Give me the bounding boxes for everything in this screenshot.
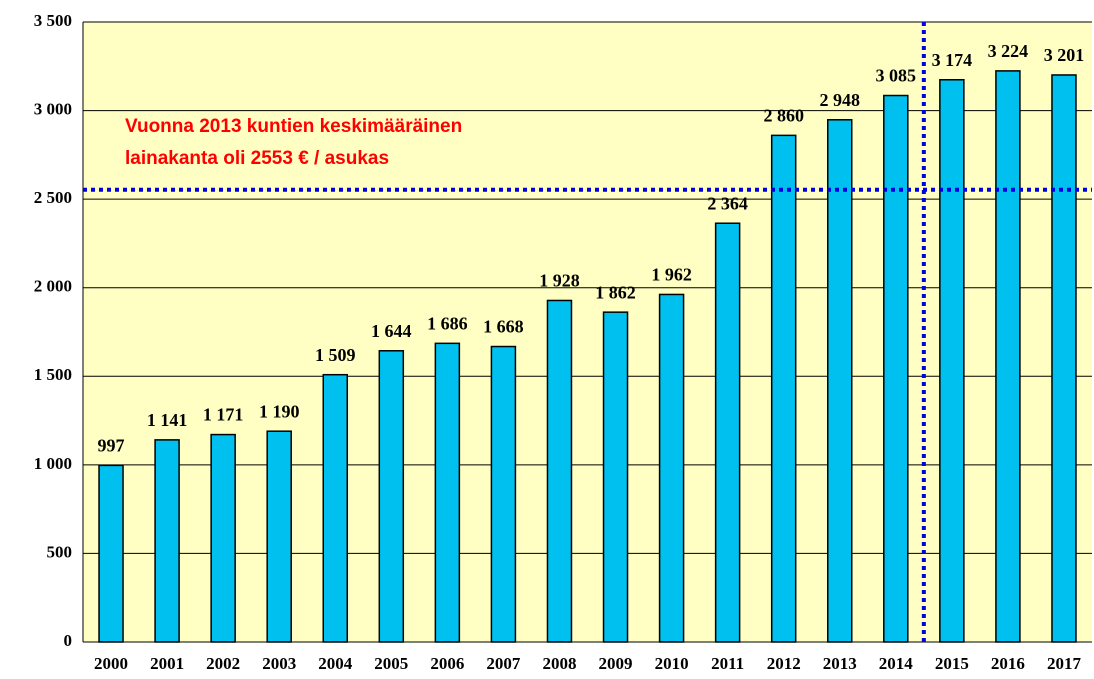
bar [995, 70, 1021, 643]
bar [490, 345, 517, 643]
x-tick-label: 2013 [823, 654, 857, 673]
data-label: 1 141 [147, 410, 188, 430]
x-tick-label: 2008 [542, 654, 576, 673]
y-tick-label: 0 [64, 631, 73, 650]
data-label: 1 962 [651, 265, 692, 285]
x-tick-label: 2017 [1047, 654, 1082, 673]
bar [434, 342, 461, 643]
x-tick-label: 2015 [935, 654, 969, 673]
bar [154, 439, 180, 643]
x-tick-label: 2010 [655, 654, 689, 673]
bar [714, 222, 741, 643]
data-label: 1 686 [427, 313, 468, 333]
bar [210, 433, 236, 643]
y-tick-label: 2 500 [34, 188, 72, 207]
y-tick-label: 3 000 [34, 99, 72, 118]
x-tick-label: 2012 [767, 654, 801, 673]
bar [939, 78, 965, 643]
bar [602, 311, 629, 643]
y-tick-label: 500 [47, 542, 73, 561]
x-tick-label: 2016 [991, 654, 1025, 673]
data-label: 1 644 [371, 321, 412, 341]
data-label: 1 190 [259, 401, 300, 421]
data-label: 1 928 [539, 271, 580, 291]
x-tick-label: 2005 [374, 654, 408, 673]
y-tick-label: 2 000 [34, 277, 72, 296]
data-label: 1 668 [483, 317, 524, 337]
annotation: lainakanta oli 2553 € / asukas [125, 148, 389, 169]
x-tick-label: 2011 [711, 654, 744, 673]
bar [266, 430, 292, 643]
bar [770, 134, 797, 643]
x-tick-label: 2002 [206, 654, 240, 673]
bar [378, 350, 405, 643]
x-tick-label: 2006 [430, 654, 464, 673]
x-tick-label: 2004 [318, 654, 353, 673]
data-label: 3 174 [932, 50, 973, 70]
data-label: 1 862 [595, 282, 636, 302]
bar [98, 464, 124, 643]
bar [1051, 74, 1077, 643]
y-tick-label: 1 500 [34, 365, 72, 384]
data-label: 3 085 [876, 66, 917, 86]
x-tick-label: 2003 [262, 654, 296, 673]
x-tick-label: 2001 [150, 654, 184, 673]
x-tick-label: 2007 [486, 654, 521, 673]
data-label: 1 509 [315, 345, 356, 365]
data-label: 2 948 [820, 90, 861, 110]
y-tick-label: 3 500 [34, 11, 72, 30]
x-tick-label: 2000 [94, 654, 128, 673]
x-tick-label: 2009 [599, 654, 633, 673]
y-tick-label: 1 000 [34, 454, 72, 473]
bar [827, 119, 853, 643]
annotation: Vuonna 2013 kuntien keskimääräinen [125, 116, 462, 137]
data-label: 3 201 [1044, 45, 1085, 65]
data-label: 997 [98, 436, 125, 456]
data-label: 3 224 [988, 41, 1029, 61]
plot-area [83, 22, 1092, 642]
data-label: 2 860 [763, 105, 804, 125]
bar [322, 373, 348, 643]
bar [658, 293, 685, 643]
data-label: 2 364 [707, 193, 748, 213]
bar [883, 94, 909, 643]
data-label: 1 171 [203, 405, 244, 425]
bar [546, 299, 573, 643]
x-tick-label: 2014 [879, 654, 914, 673]
